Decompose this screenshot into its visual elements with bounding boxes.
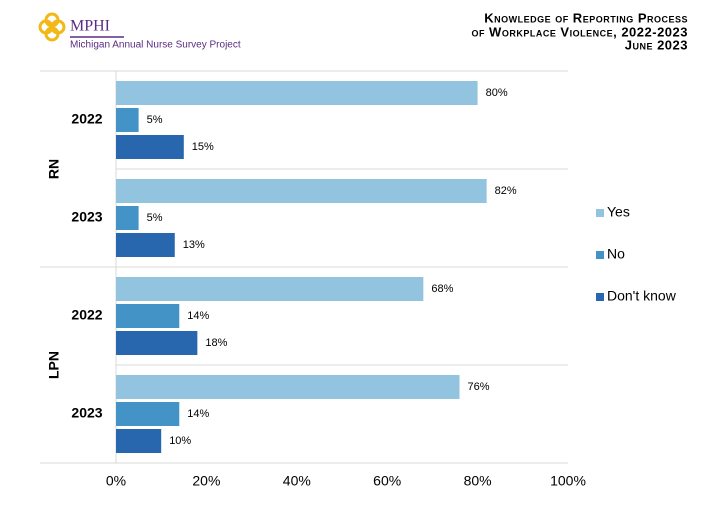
value-label: 5% bbox=[147, 212, 163, 224]
group-label: RN bbox=[46, 159, 62, 179]
x-tick-label: 20% bbox=[192, 473, 220, 489]
value-label: 80% bbox=[486, 87, 508, 99]
value-label: 76% bbox=[468, 381, 490, 393]
value-label: 5% bbox=[147, 114, 163, 126]
value-label: 13% bbox=[183, 239, 205, 251]
value-label: 68% bbox=[431, 283, 453, 295]
bar bbox=[116, 375, 460, 399]
x-tick-label: 0% bbox=[106, 473, 126, 489]
value-label: 18% bbox=[205, 337, 227, 349]
value-label: 14% bbox=[187, 408, 209, 420]
bar bbox=[116, 304, 180, 328]
value-label: 10% bbox=[169, 435, 191, 447]
legend-label: No bbox=[607, 246, 625, 262]
legend-swatch bbox=[596, 293, 604, 301]
org-name: Michigan Annual Nurse Survey Project bbox=[70, 40, 241, 51]
chart-subtitle: June 2023 bbox=[625, 37, 688, 52]
x-tick-label: 60% bbox=[373, 473, 401, 489]
bar bbox=[116, 135, 184, 159]
value-label: 82% bbox=[495, 185, 517, 197]
value-label: 14% bbox=[187, 310, 209, 322]
legend-swatch bbox=[596, 251, 604, 259]
bar bbox=[116, 233, 175, 257]
bar bbox=[116, 402, 180, 426]
bar bbox=[116, 331, 198, 355]
logo: MPHI Michigan Annual Nurse Survey Projec… bbox=[38, 12, 241, 51]
category-label: 2022 bbox=[71, 307, 102, 323]
x-tick-label: 80% bbox=[464, 473, 492, 489]
bar bbox=[116, 81, 478, 105]
category-label: 2023 bbox=[71, 405, 102, 421]
chart-title: of Workplace Violence, 2022-2023 bbox=[471, 24, 688, 39]
bar bbox=[116, 206, 139, 230]
chart-title: Knowledge of Reporting Process bbox=[484, 10, 688, 25]
bar bbox=[116, 108, 139, 132]
category-label: 2022 bbox=[71, 111, 102, 127]
category-label: 2023 bbox=[71, 209, 102, 225]
logo-text: MPHI bbox=[70, 18, 110, 35]
x-tick-label: 100% bbox=[550, 473, 586, 489]
legend-label: Yes bbox=[607, 204, 630, 220]
bar bbox=[116, 179, 487, 203]
group-label: LPN bbox=[46, 351, 62, 379]
bar bbox=[116, 429, 162, 453]
bar bbox=[116, 277, 424, 301]
x-tick-label: 40% bbox=[283, 473, 311, 489]
legend-swatch bbox=[596, 209, 604, 217]
value-label: 15% bbox=[192, 141, 214, 153]
legend-label: Don't know bbox=[607, 288, 677, 304]
